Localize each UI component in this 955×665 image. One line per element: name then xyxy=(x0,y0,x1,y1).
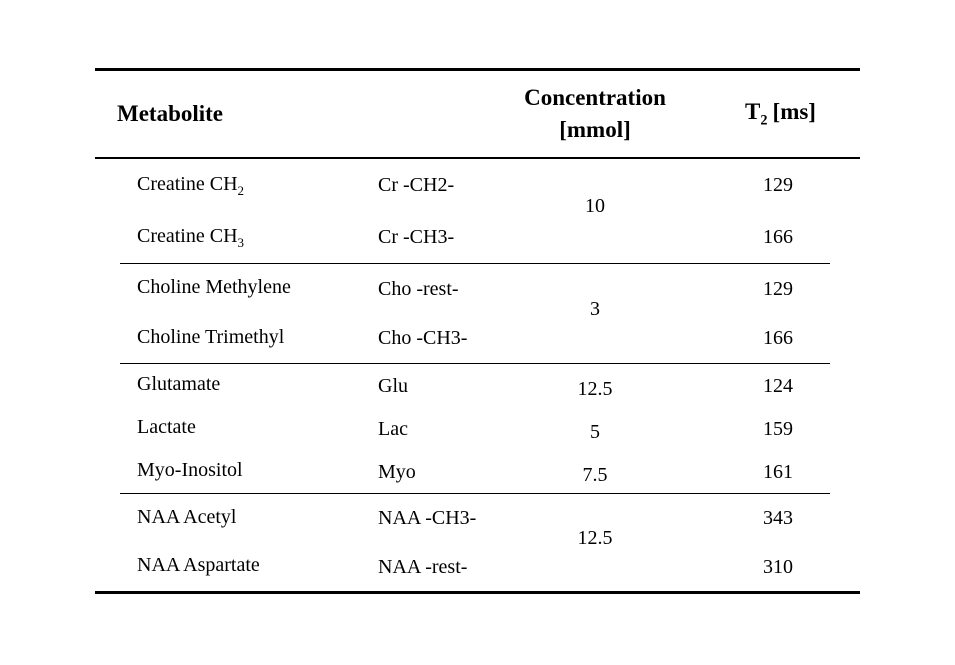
metabolite-name: NAA Aspartate xyxy=(137,555,378,578)
metabolite-name-text: Lactate xyxy=(137,416,196,438)
metabolite-name-text: Creatine CH xyxy=(137,172,238,195)
metabolite-name-text: Creatine CH xyxy=(137,224,238,247)
metabolite-name: Creatine CH3 xyxy=(137,226,378,249)
metabolite-name-column: Glutamate Lactate Myo-Inositol xyxy=(95,364,378,493)
metabolite-name: Creatine CH2 xyxy=(137,174,378,197)
concentration-value: 3 xyxy=(590,297,600,320)
header-concentration-cell: Concentration [mmol] xyxy=(515,82,675,145)
metabolite-abbr: NAA -rest- xyxy=(378,555,468,578)
t2-value: 166 xyxy=(763,226,793,248)
group-separator xyxy=(120,363,830,364)
header-metabolite-cell: Metabolite xyxy=(95,98,378,130)
metabolite-name: Lactate xyxy=(137,417,378,440)
concentration-column: 12.5 5 7.5 xyxy=(515,364,675,493)
metabolite-name: Choline Methylene xyxy=(137,277,378,300)
metabolite-abbr-column: Cr -CH2- Cr -CH3- xyxy=(378,159,515,263)
concentration-value: 12.5 xyxy=(577,526,613,549)
table-group-choline: Choline Methylene Choline Trimethyl Cho … xyxy=(95,264,860,363)
metabolite-abbr: Cho -CH3- xyxy=(378,327,468,350)
metabolite-abbr: Lac xyxy=(378,417,408,440)
concentration-column: 3 xyxy=(515,264,675,363)
metabolite-name-text: Myo-Inositol xyxy=(137,459,243,481)
header-t2-symbol: T xyxy=(745,99,761,125)
header-t2-unit: [ms] xyxy=(772,99,816,125)
t2-value: 159 xyxy=(763,417,793,440)
t2-value: 161 xyxy=(763,460,793,483)
group-separator xyxy=(120,263,830,264)
metabolite-name-text: NAA Aspartate xyxy=(137,554,260,577)
t2-value: 310 xyxy=(763,555,793,578)
header-separator xyxy=(95,157,860,159)
metabolite-abbr: Myo xyxy=(378,460,416,483)
t2-column: 124 159 161 xyxy=(675,364,860,493)
t2-column: 129 166 xyxy=(675,264,860,363)
metabolite-abbr-column: Glu Lac Myo xyxy=(378,364,515,493)
t2-value: 166 xyxy=(763,327,793,350)
t2-value: 129 xyxy=(763,277,793,300)
metabolite-name-subscript: 2 xyxy=(237,182,245,198)
table-group-glu-lac-myo: Glutamate Lactate Myo-Inositol Glu Lac M… xyxy=(95,364,860,493)
metabolite-abbr: NAA -CH3- xyxy=(378,507,477,530)
metabolite-abbr: Cho -rest- xyxy=(378,277,459,300)
metabolite-abbr: Cr -CH3- xyxy=(378,226,455,248)
table-rule-bottom xyxy=(95,591,860,594)
metabolite-name: Myo-Inositol xyxy=(137,460,378,483)
header-concentration-line1: Concentration xyxy=(524,85,666,111)
header-concentration-line2: [mmol] xyxy=(559,117,631,142)
metabolite-abbr-column: NAA -CH3- NAA -rest- xyxy=(378,494,515,591)
header-t2-cell: T2 [ms] xyxy=(675,96,860,131)
table-group-naa: NAA Acetyl NAA Aspartate NAA -CH3- NAA -… xyxy=(95,494,860,591)
table-group-creatine: Creatine CH2 Creatine CH3 Cr -CH2- Cr -C… xyxy=(95,159,860,263)
metabolite-name: Choline Trimethyl xyxy=(137,327,378,350)
header-metabolite-label: Metabolite xyxy=(117,101,224,127)
metabolite-abbr: Glu xyxy=(378,374,408,397)
metabolite-table: Metabolite Concentration [mmol] T2 [ms] C… xyxy=(95,68,860,594)
metabolite-name-column: Choline Methylene Choline Trimethyl xyxy=(95,264,378,363)
concentration-column: 12.5 xyxy=(515,494,675,591)
t2-column: 343 310 xyxy=(675,494,860,591)
table-rule-top xyxy=(95,68,860,71)
metabolite-abbr-column: Cho -rest- Cho -CH3- xyxy=(378,264,515,363)
metabolite-name-column: Creatine CH2 Creatine CH3 xyxy=(95,159,378,263)
concentration-value: 12.5 xyxy=(577,377,613,400)
metabolite-name-text: Choline Trimethyl xyxy=(137,325,285,348)
concentration-value: 10 xyxy=(585,195,605,217)
t2-value: 129 xyxy=(763,174,793,196)
metabolite-name-text: Glutamate xyxy=(137,373,221,395)
header-t2-label: T2 [ms] xyxy=(745,99,816,129)
t2-value: 343 xyxy=(763,507,793,530)
t2-column: 129 166 xyxy=(675,159,860,263)
concentration-value: 7.5 xyxy=(582,463,608,486)
t2-value: 124 xyxy=(763,374,793,397)
concentration-value: 5 xyxy=(590,420,600,443)
header-t2-subscript: 2 xyxy=(760,112,768,129)
metabolite-name: Glutamate xyxy=(137,374,378,397)
metabolite-name-column: NAA Acetyl NAA Aspartate xyxy=(95,494,378,591)
metabolite-name-subscript: 3 xyxy=(237,234,245,250)
concentration-column: 10 xyxy=(515,159,675,263)
metabolite-name-text: Choline Methylene xyxy=(137,276,291,299)
metabolite-name: NAA Acetyl xyxy=(137,507,378,530)
metabolite-name-text: NAA Acetyl xyxy=(137,505,237,528)
group-separator xyxy=(120,493,830,494)
metabolite-abbr: Cr -CH2- xyxy=(378,174,455,196)
table-header-row: Metabolite Concentration [mmol] T2 [ms] xyxy=(95,71,860,157)
